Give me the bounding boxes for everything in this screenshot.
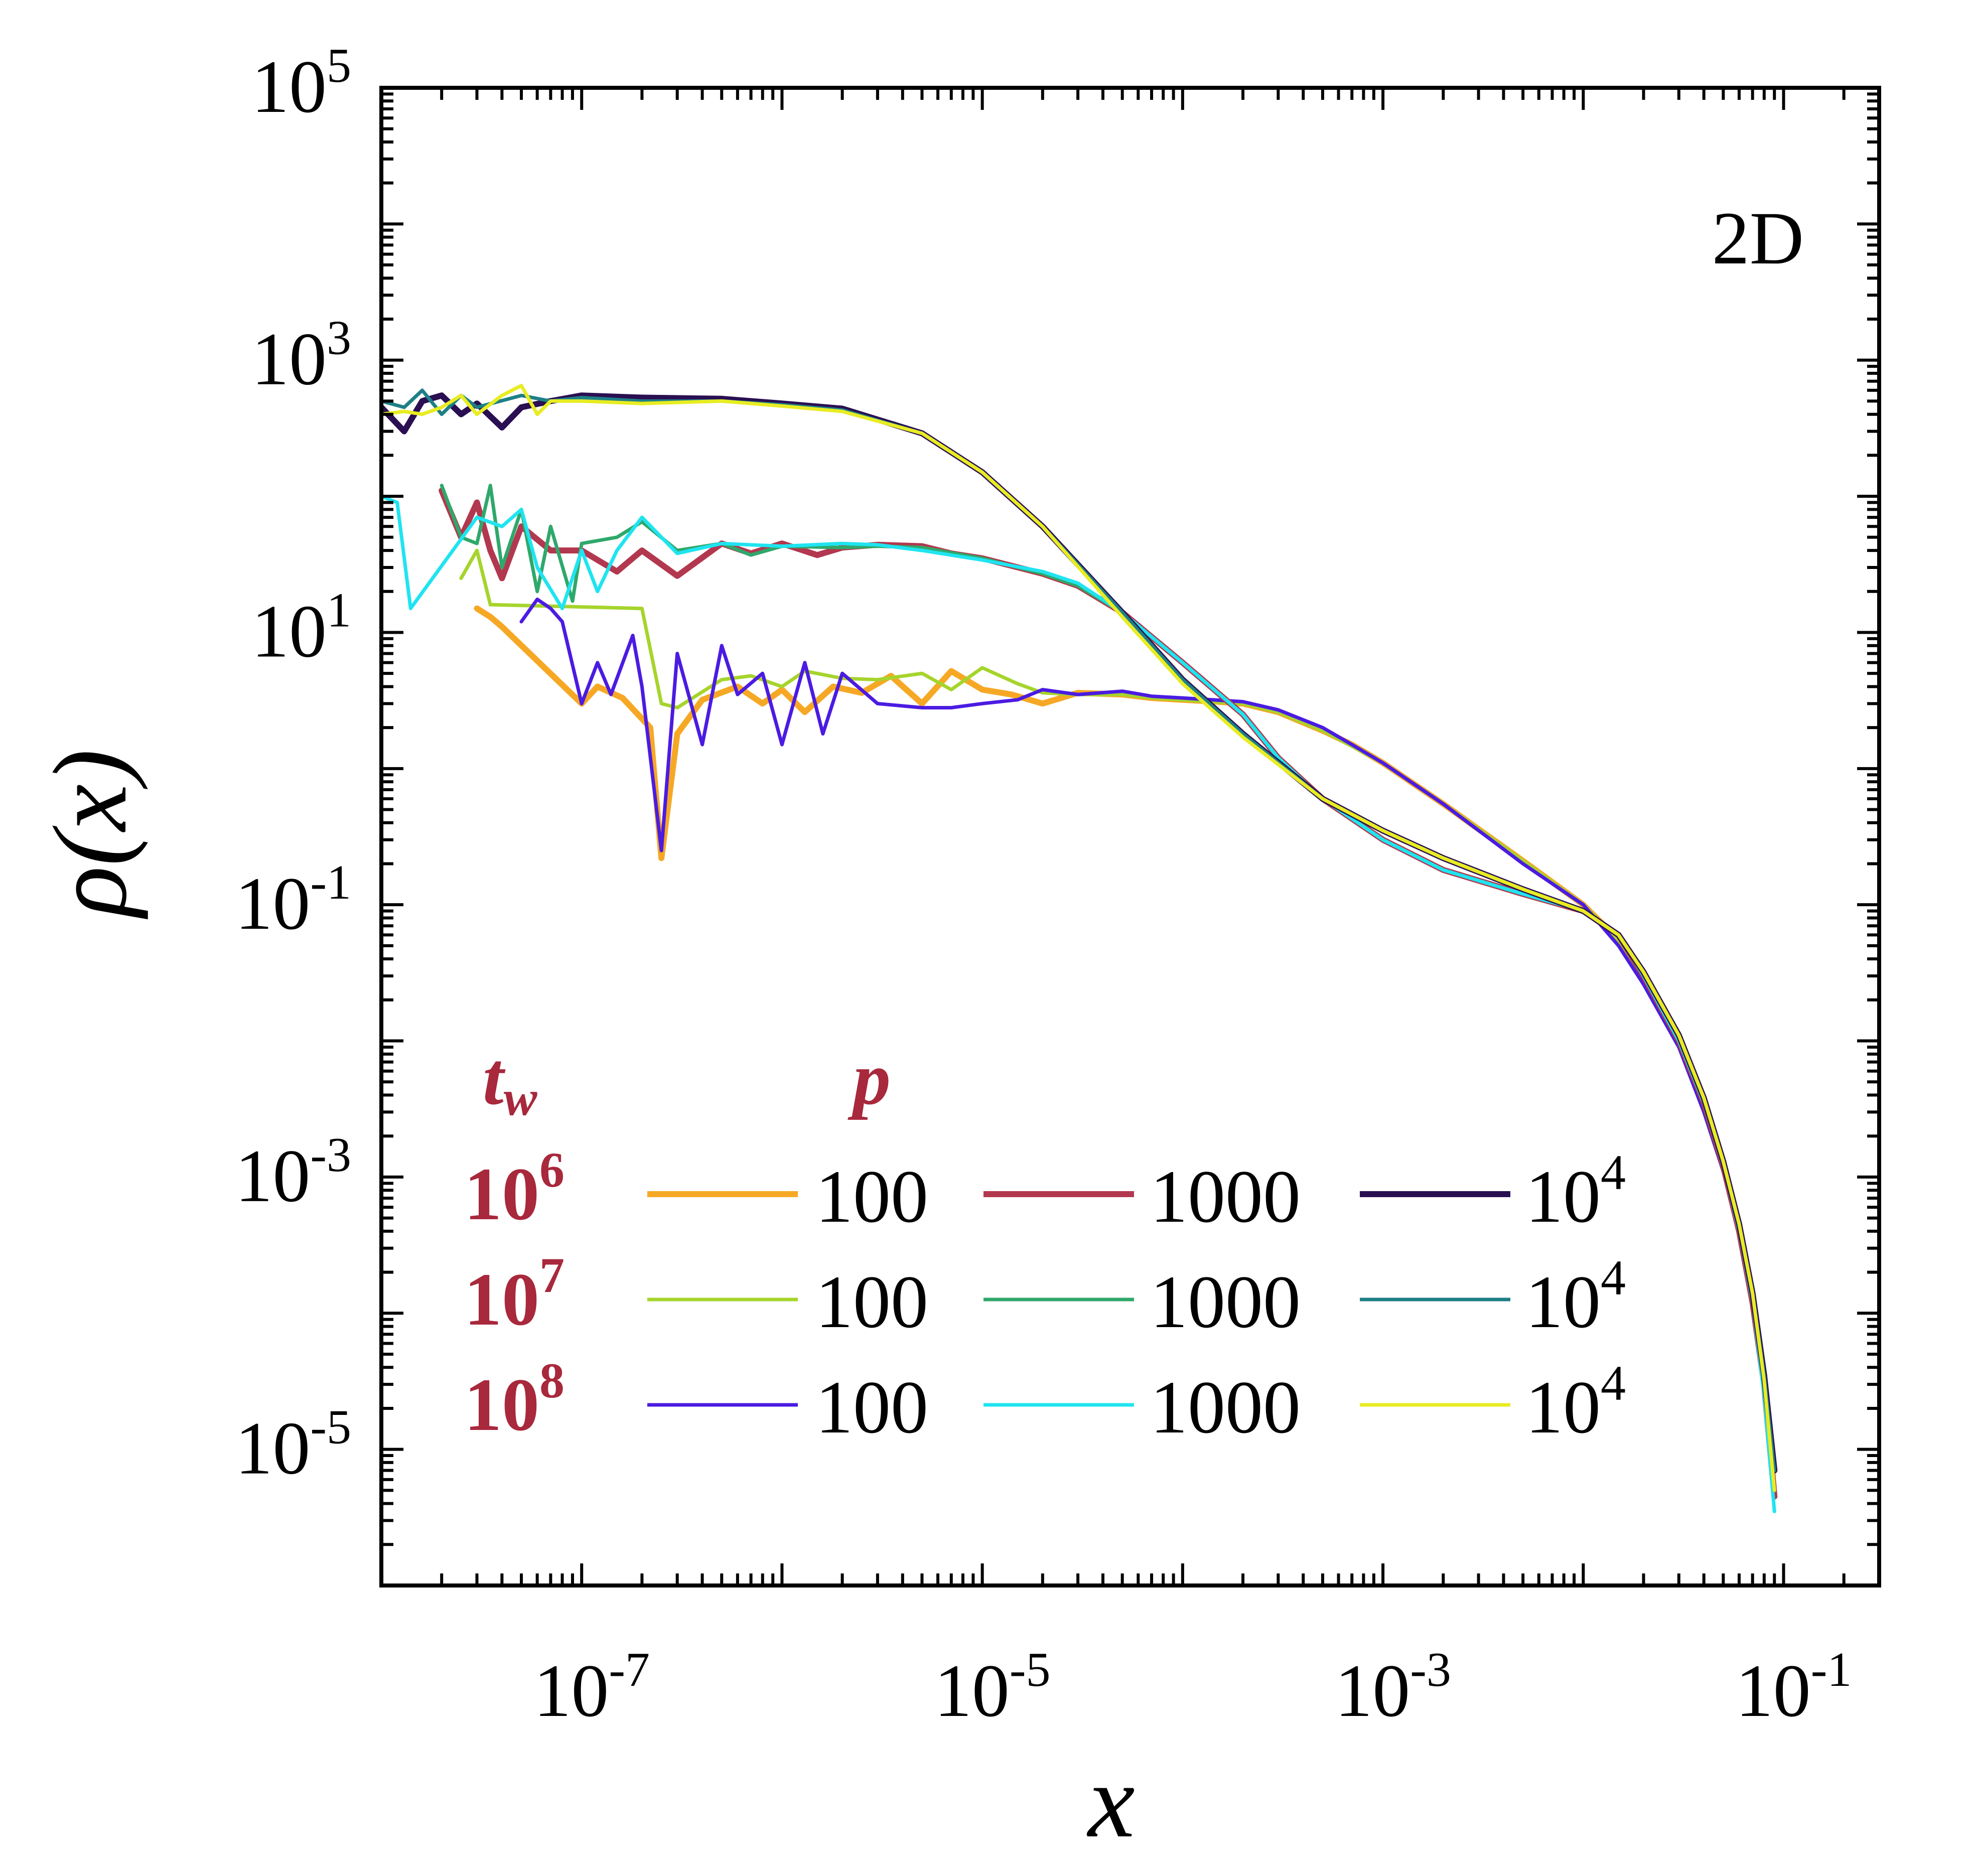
series-line: [381, 384, 1776, 1492]
y-tick-label: 10-5: [235, 1400, 351, 1490]
axis-ticks: [380, 86, 1881, 1587]
legend-p-label: 104: [1525, 1250, 1626, 1344]
series-line: [381, 494, 1776, 1513]
legend-tw-label: 106: [464, 1142, 565, 1236]
legend-p-label: 100: [815, 1155, 928, 1238]
legend-p-label: 100: [815, 1260, 928, 1344]
legend-p-label: 1000: [1150, 1366, 1301, 1449]
legend-p-label: 1000: [1150, 1155, 1301, 1238]
panel-tag: 2D: [1712, 197, 1804, 280]
legend-p-header: p: [848, 1037, 891, 1120]
legend-tw-label: 108: [464, 1353, 565, 1447]
y-tick-label: 105: [251, 39, 351, 128]
plot-frame: [379, 86, 1881, 1588]
legend-tw-label: 107: [464, 1247, 565, 1341]
x-tick-label: 10-3: [1335, 1643, 1451, 1733]
series-line: [519, 598, 1776, 1473]
y-tick-label: 10-3: [235, 1128, 351, 1218]
y-axis-title: ρ(x): [32, 749, 149, 920]
tick-labels: 10-7 10-5 10-3 10-1 10-5 10-3 10-1 101 103 105: [235, 39, 1852, 1733]
series-layer: [381, 384, 1778, 1513]
legend-p-label: 100: [815, 1366, 928, 1449]
y-tick-label: 10-1: [235, 855, 351, 945]
legend-p-label: 104: [1525, 1355, 1626, 1449]
legend: tw p 106 107 108 100 100 100 1000 1000 1000 104 10…: [464, 1037, 1626, 1449]
y-tick-label: 103: [251, 311, 351, 401]
series-line: [439, 487, 1778, 1500]
legend-p-label: 104: [1525, 1144, 1626, 1238]
x-tick-label: 10-1: [1736, 1643, 1852, 1733]
legend-p-label: 1000: [1150, 1260, 1301, 1344]
x-tick-label: 10-7: [533, 1643, 650, 1733]
legend-tw-header: tw: [483, 1037, 538, 1126]
y-tick-label: 101: [251, 583, 351, 673]
x-tick-label: 10-5: [934, 1643, 1051, 1733]
x-axis-title: x: [1086, 1743, 1135, 1859]
